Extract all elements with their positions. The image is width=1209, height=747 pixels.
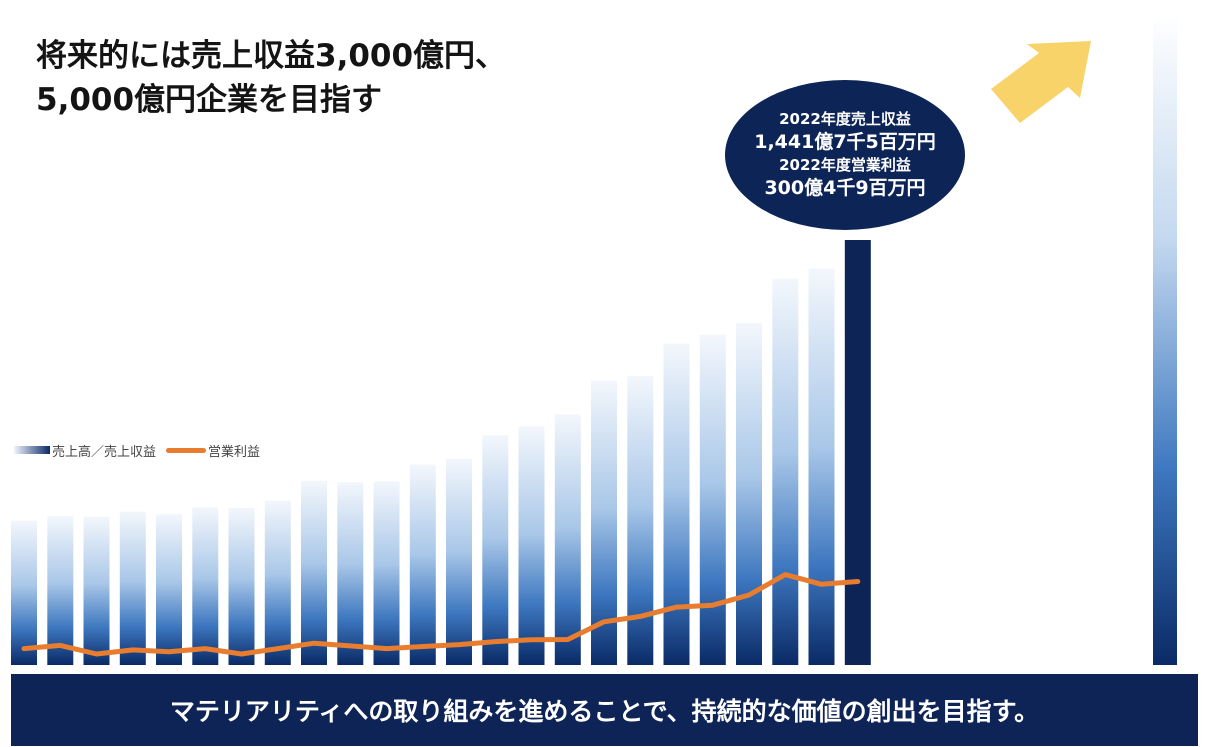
revenue-target-bar <box>1153 12 1177 665</box>
revenue-bar <box>409 464 436 665</box>
chart-legend: 売上高／売上収益 営業利益 <box>14 440 260 460</box>
revenue-bar <box>47 516 74 665</box>
revenue-bar <box>264 500 291 665</box>
revenue-bar <box>337 482 364 665</box>
revenue-bar <box>228 507 255 665</box>
revenue-bar <box>772 278 799 665</box>
vision-banner: マテリアリティへの取り組みを進めることで、持続的な価値の創出を目指す。 <box>11 674 1198 746</box>
legend-profit-label: 営業利益 <box>208 444 261 460</box>
legend-revenue-label: 売上高／売上収益 <box>52 444 157 460</box>
fy2022-results-callout: 2022年度売上収益 1,441億7千5百万円 2022年度営業利益 300億4… <box>725 80 965 230</box>
legend-profit-swatch <box>166 447 207 453</box>
revenue-bar <box>83 516 110 665</box>
revenue-bar <box>11 520 37 665</box>
headline-line-2: 5,000億円企業を目指す <box>36 82 383 118</box>
revenue-bar <box>373 481 400 665</box>
profit-value: 300億4千9百万円 <box>764 177 926 199</box>
revenue-bar <box>736 323 762 665</box>
revenue-bar <box>119 511 146 665</box>
revenue-bar <box>518 426 545 665</box>
headline-line-1: 将来的には売上収益3,000億円、 <box>36 38 507 74</box>
revenue-bar <box>482 435 509 665</box>
revenue-bar <box>699 334 726 665</box>
revenue-bar <box>627 376 654 665</box>
revenue-bars <box>11 12 1177 665</box>
revenue-bar <box>156 514 182 665</box>
revenue-bar <box>808 268 835 665</box>
operating-profit-line <box>21 572 861 657</box>
revenue-bar <box>301 480 327 665</box>
headline: 将来的には売上収益3,000億円、 5,000億円企業を目指す <box>36 34 506 122</box>
legend-revenue-swatch <box>14 446 50 454</box>
revenue-bar <box>554 414 581 665</box>
revenue-bar <box>591 380 617 665</box>
revenue-value: 1,441億7千5百万円 <box>754 131 936 153</box>
revenue-bar <box>192 507 219 665</box>
revenue-bar <box>844 240 871 665</box>
revenue-bar <box>446 458 472 665</box>
revenue-label: 2022年度売上収益 <box>779 110 911 128</box>
growth-arrow-icon <box>991 41 1091 123</box>
profit-label: 2022年度営業利益 <box>779 156 911 174</box>
revenue-bar <box>663 343 690 665</box>
